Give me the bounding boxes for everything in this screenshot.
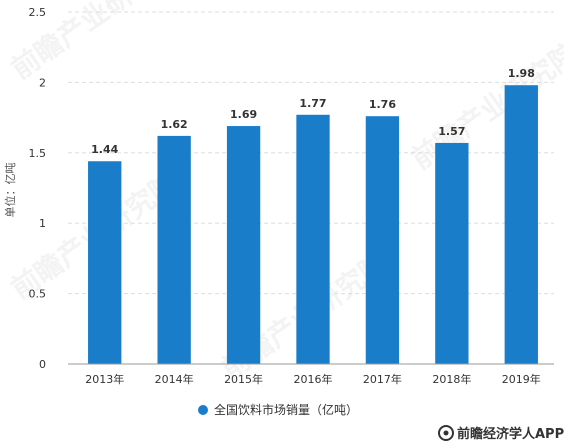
x-tick-label: 2017年 [363,372,402,386]
bar [226,126,261,364]
data-label: 1.69 [230,108,257,121]
data-label: 1.77 [299,97,326,110]
data-label: 1.57 [438,125,465,138]
watermark-text: 前瞻经济学人APP [457,426,564,442]
x-tick-label: 2018年 [432,372,471,386]
y-tick-label: 1.5 [29,147,47,160]
data-label: 1.76 [369,98,396,111]
bar [157,135,191,364]
bar [435,142,469,364]
x-tick-label: 2014年 [155,372,194,386]
y-tick-label: 1 [39,217,46,230]
bar [88,161,122,364]
y-gridlines [68,11,554,295]
legend-label: 全国饮料市场销量（亿吨） [214,402,358,417]
data-label: 1.44 [91,143,118,156]
svg-text:前瞻产业研究院: 前瞻产业研究院 [405,36,564,175]
legend: 全国饮料市场销量（亿吨） [198,402,358,417]
bar [504,85,538,364]
watermark: 前瞻经济学人APP [438,425,564,442]
x-tick-label: 2016年 [294,372,333,386]
x-tick-labels: 2013年 2014年 2015年 2016年 2017年 2018年 2019年 [85,372,541,386]
y-tick-label: 2.5 [29,6,47,19]
qianzhan-logo-icon [438,425,454,441]
y-tick-label: 0 [39,358,46,371]
bar [296,114,330,364]
y-tick-labels: 0 0.5 1 1.5 2 2.5 [29,6,47,371]
y-axis-title: 单位：亿吨 [3,163,17,218]
bars [88,85,538,364]
data-label: 1.62 [161,118,188,131]
y-tick-label: 0.5 [29,288,47,301]
legend-marker [198,405,208,415]
x-tick-label: 2013年 [85,372,124,386]
x-tick-label: 2019年 [502,372,541,386]
y-tick-label: 2 [39,76,46,89]
bar [365,116,400,364]
data-label: 1.98 [508,67,535,80]
x-tick-label: 2015年 [224,372,263,386]
data-labels: 1.44 1.62 1.69 1.77 1.76 1.57 1.98 [91,67,535,156]
